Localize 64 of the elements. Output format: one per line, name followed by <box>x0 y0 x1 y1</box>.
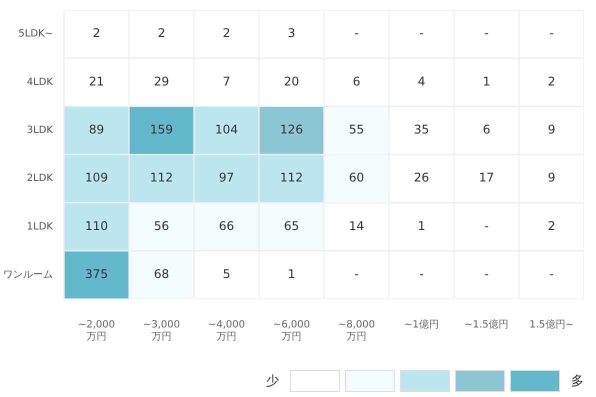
x-tick-label: ~2,000 万円 <box>78 320 116 343</box>
data-label: 89 <box>88 122 104 137</box>
data-label: 2 <box>158 26 166 40</box>
data-label: 2 <box>222 26 230 40</box>
data-label: 2 <box>548 74 556 88</box>
y-tick-label: 1LDK <box>26 221 54 232</box>
data-label: 4 <box>418 74 426 88</box>
data-label: 3 <box>288 26 296 40</box>
text: - <box>354 26 359 40</box>
data-label: 9 <box>548 122 556 137</box>
data-label: 112 <box>280 170 303 185</box>
text: - <box>419 26 424 40</box>
data-label: 110 <box>85 218 108 233</box>
data-label: 112 <box>150 170 173 185</box>
data-label: 65 <box>284 218 300 233</box>
data-label: 21 <box>88 74 104 88</box>
data-label: 26 <box>414 170 430 185</box>
x-tick-label: ~4,000 万円 <box>208 320 246 343</box>
data-label: 29 <box>154 74 170 88</box>
data-label: 68 <box>154 267 170 282</box>
y-tick-label: 4LDK <box>26 76 54 88</box>
text: - <box>484 218 489 233</box>
data-label: 126 <box>280 122 303 137</box>
text: - <box>549 26 554 40</box>
data-label: 1 <box>482 74 490 88</box>
data-label: 104 <box>215 122 238 137</box>
text: - <box>484 267 489 282</box>
y-tick-label: 5LDK~ <box>18 28 53 40</box>
data-label: 375 <box>85 267 108 282</box>
data-label: 6 <box>352 74 360 88</box>
text: - <box>484 26 489 40</box>
data-label: 2 <box>548 218 556 233</box>
x-tick-label: ~1.5億円 <box>464 318 509 331</box>
data-label: 9 <box>548 170 556 185</box>
text: - <box>419 267 424 282</box>
data-label: 17 <box>478 170 494 185</box>
data-label: 159 <box>150 122 173 137</box>
y-tick-label: 2LDK <box>26 173 54 184</box>
y-tick-label: ワンルーム <box>3 270 53 281</box>
x-tick-label: ~8,000 万円 <box>338 320 376 343</box>
data-label: 20 <box>284 74 300 88</box>
data-label: 97 <box>218 170 234 185</box>
data-label: 55 <box>348 122 364 137</box>
data-label: 1 <box>288 267 296 282</box>
data-label: 109 <box>85 170 108 185</box>
data-label: 35 <box>414 122 430 137</box>
text: 少 <box>266 373 279 390</box>
data-label: 1 <box>418 218 426 233</box>
data-label: 7 <box>222 74 230 88</box>
data-label: 66 <box>218 218 234 233</box>
data-label: 5 <box>222 267 230 282</box>
data-label: 60 <box>348 170 364 185</box>
text: 多 <box>571 373 584 390</box>
data-label: 6 <box>482 122 490 137</box>
text: - <box>354 267 359 282</box>
data-label: 2 <box>92 26 100 40</box>
text: - <box>549 267 554 282</box>
data-label: 56 <box>154 218 170 233</box>
x-tick-label: ~3,000 万円 <box>142 320 180 343</box>
x-tick-label: ~6,000 万円 <box>272 320 310 343</box>
y-tick-label: 3LDK <box>26 125 54 136</box>
x-tick-label: 1.5億円~ <box>529 318 574 331</box>
data-label: 14 <box>348 218 364 233</box>
x-tick-label: ~1億円 <box>404 318 439 331</box>
